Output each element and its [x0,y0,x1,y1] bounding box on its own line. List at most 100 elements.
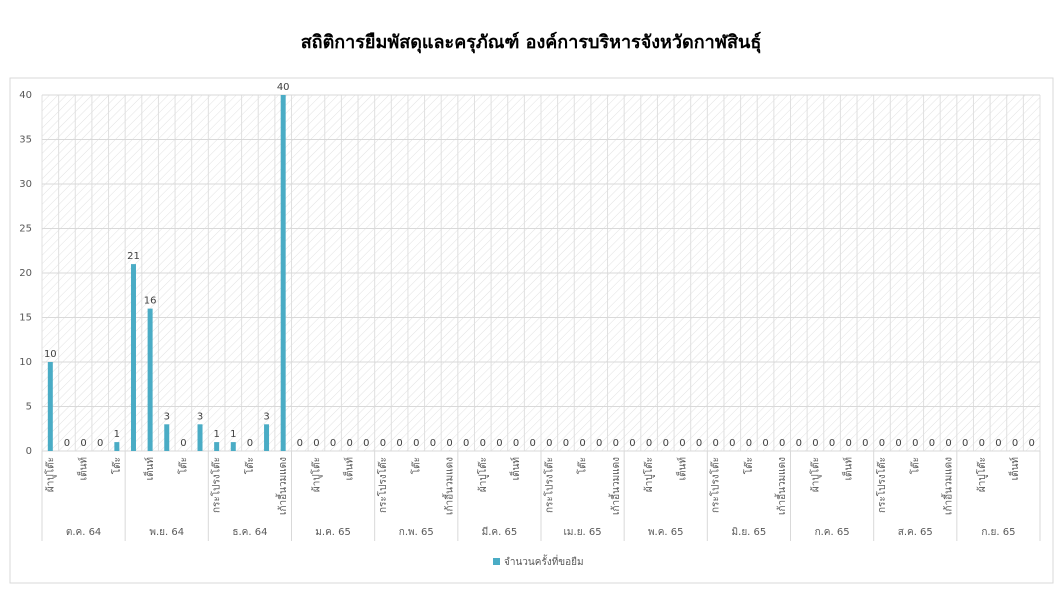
y-tick-label: 35 [19,135,32,146]
group-label: พ.ค. 65 [648,527,684,538]
group-label: มิ.ย. 65 [732,527,767,538]
data-label: 0 [446,438,452,449]
data-label: 0 [579,438,585,449]
data-label: 0 [97,438,103,449]
y-tick-label: 20 [19,268,32,279]
data-label: 0 [80,438,86,449]
data-label: 0 [712,438,718,449]
data-label: 40 [277,82,290,93]
y-tick-label: 25 [19,224,32,235]
bar [230,442,236,451]
chart-border [9,77,1054,584]
group-label: ก.ค. 65 [815,527,850,538]
group-label: ก.ย. 65 [981,527,1015,538]
data-label: 0 [496,438,502,449]
x-tick-label: เต็นท์ [841,457,855,480]
data-label: 0 [613,438,619,449]
data-label: 0 [846,438,852,449]
data-label: 0 [180,438,186,449]
data-label: 0 [779,438,785,449]
data-label: 0 [546,438,552,449]
data-label: 21 [127,251,140,262]
group-label: ต.ค. 64 [66,527,101,538]
x-tick-label: โต๊ะ [409,457,422,474]
x-tick-label: เก้าอี้นวมแดง [275,457,289,515]
data-label: 0 [363,438,369,449]
x-tick-label: เต็นท์ [674,457,688,480]
x-tick-label: ผ้าปูโต๊ะ [808,457,821,492]
data-label: 0 [1012,438,1018,449]
x-tick-label: ผ้าปูโต๊ะ [309,457,322,492]
data-label: 0 [396,438,402,449]
data-label: 10 [44,349,57,360]
x-tick-label: เต็นท์ [1007,457,1021,480]
data-label: 0 [513,438,519,449]
data-label: 0 [330,438,336,449]
x-tick-label: เต็นท์ [508,457,522,480]
data-label: 0 [1028,438,1034,449]
x-tick-label: เก้าอี้นวมแดง [608,457,622,515]
data-label: 0 [646,438,652,449]
data-label: 0 [979,438,985,449]
y-tick-label: 30 [19,179,32,190]
data-label: 0 [463,438,469,449]
data-label: 3 [197,411,203,422]
x-tick-label: กระโปรงโต๊ะ [875,457,888,513]
x-tick-label: โต๊ะ [176,457,189,474]
x-tick-label: โต๊ะ [576,457,589,474]
y-tick-label: 5 [26,402,32,413]
data-label: 0 [347,438,353,449]
data-label: 0 [696,438,702,449]
group-label: ธ.ค. 64 [232,527,267,538]
data-label: 0 [629,438,635,449]
x-tick-label: เก้าอี้นวมแดง [774,457,788,515]
data-label: 0 [679,438,685,449]
x-tick-label: เต็นท์ [142,457,156,480]
group-label: ส.ค. 65 [898,527,933,538]
data-label: 0 [995,438,1001,449]
data-label: 0 [297,438,303,449]
group-label: ม.ค. 65 [315,527,351,538]
data-label: 0 [829,438,835,449]
x-tick-label: ผ้าปูโต๊ะ [975,457,988,492]
y-tick-label: 15 [19,313,32,324]
data-label: 0 [812,438,818,449]
data-label: 1 [114,429,120,440]
data-label: 16 [144,296,157,307]
data-label: 1 [213,429,219,440]
data-label: 0 [762,438,768,449]
data-label: 0 [729,438,735,449]
data-label: 0 [796,438,802,449]
data-label: 0 [430,438,436,449]
y-tick-label: 40 [19,90,32,101]
data-label: 0 [563,438,569,449]
x-tick-label: กระโปรงโต๊ะ [542,457,555,513]
data-label: 0 [945,438,951,449]
data-label: 0 [962,438,968,449]
group-label: ก.พ. 65 [399,527,434,538]
legend-label: จำนวนครั้งที่ขอยืม [504,554,584,568]
data-label: 0 [862,438,868,449]
chart-title: สถิติการยืมพัสดุและครุภัณฑ์ องค์การบริหา… [301,31,762,54]
y-tick-label: 10 [19,357,32,368]
bar [47,362,53,451]
data-label: 0 [247,438,253,449]
data-label: 0 [879,438,885,449]
bar [147,308,153,451]
x-tick-label: โต๊ะ [742,457,755,474]
x-tick-label: เก้าอี้นวมแดง [941,457,955,515]
bar [214,442,220,451]
x-tick-label: ผ้าปูโต๊ะ [43,457,56,492]
x-tick-label: เก้าอี้นวมแดง [442,457,456,515]
data-label: 0 [912,438,918,449]
data-label: 0 [895,438,901,449]
data-label: 0 [529,438,535,449]
data-label: 0 [413,438,419,449]
data-label: 0 [929,438,935,449]
x-tick-label: กระโปรงโต๊ะ [376,457,389,513]
x-tick-label: กระโปรงโต๊ะ [709,457,722,513]
x-tick-label: โต๊ะ [243,457,256,474]
data-label: 3 [164,411,170,422]
y-tick-label: 0 [26,446,32,457]
